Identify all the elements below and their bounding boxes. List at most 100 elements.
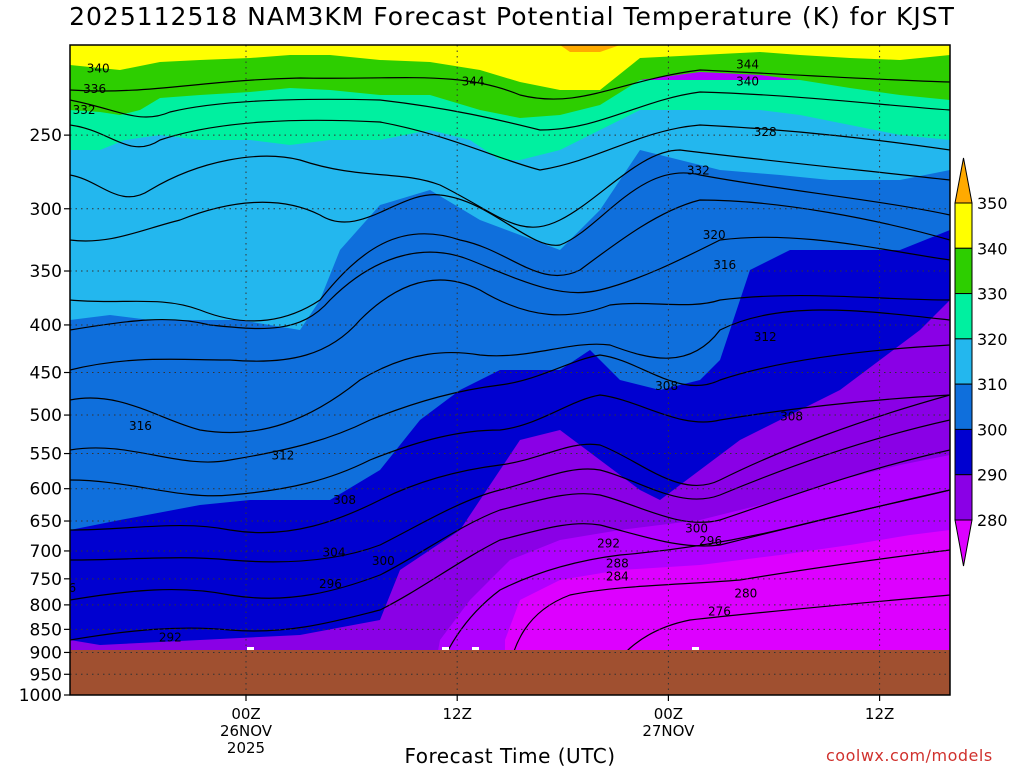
terrain-marker	[247, 647, 254, 650]
contour-label: 332	[687, 164, 710, 178]
contour-label: 308	[655, 379, 678, 393]
contour-label: 308	[780, 410, 803, 424]
contour-label: 284	[606, 570, 629, 584]
band-350-360	[70, 45, 950, 90]
contour-label: 328	[0, 178, 2, 192]
contour-line	[70, 69, 950, 100]
y-tick-label: 250	[30, 126, 62, 146]
y-axis: 250 300 350 400 450 500 550 600 650 700 750 800 850 9…	[19, 126, 70, 706]
y-tick-label: 900	[30, 643, 62, 663]
contour-label: 328	[754, 125, 777, 139]
contour-line	[429, 489, 950, 695]
grid-lines	[70, 45, 950, 695]
plot-frame	[69, 44, 951, 696]
contour-label: 340	[736, 75, 759, 89]
contour-label: 308	[333, 493, 356, 507]
y-tick-label: 550	[30, 445, 62, 465]
contour-line	[70, 149, 950, 228]
y-tick-label: 700	[30, 542, 62, 562]
contour-line	[70, 449, 950, 601]
contour-line	[70, 489, 950, 641]
contour-line	[70, 394, 950, 497]
contour-label: 336	[83, 82, 106, 96]
colorbar-min-arrow	[954, 519, 973, 567]
colorbar-segment	[954, 383, 973, 430]
contour-label: 292	[597, 536, 620, 550]
contour-field: 340 336 332 328 344 344 340 328 332 320 316 312 308 3…	[0, 45, 950, 695]
colorbar: 280 290 300 310 320 330 340 350	[954, 157, 1008, 567]
colorbar-segment	[954, 247, 973, 295]
x-tick-label: 00Z	[231, 705, 260, 723]
contour-label: 296	[53, 581, 76, 595]
colorbar-tick-label: 330	[977, 285, 1008, 304]
colorbar-tick-label: 300	[977, 420, 1008, 439]
x-tick-label: 12Z	[865, 705, 894, 723]
y-tick-label: 850	[30, 620, 62, 640]
contour-lines	[70, 69, 950, 695]
colorbar-segment	[954, 202, 973, 249]
contour-label: 304	[323, 546, 346, 560]
y-tick-label: 450	[30, 364, 62, 384]
contour-line	[70, 279, 950, 371]
x-tick-label: 2025	[227, 739, 265, 757]
contour-label: 320	[703, 228, 726, 242]
x-tick-label: 00Z	[654, 705, 683, 723]
colorbar-tick-label: 310	[977, 375, 1008, 394]
contour-label: 288	[606, 556, 629, 570]
y-tick-label: 1000	[19, 686, 62, 706]
colorbar-tick-label: 280	[977, 511, 1008, 530]
contour-line	[70, 91, 950, 131]
colorbar-segment	[954, 293, 973, 340]
contour-label: 316	[713, 258, 736, 272]
terrain-marker	[692, 647, 699, 650]
contour-label: 312	[272, 449, 295, 463]
contour-line	[70, 309, 950, 434]
y-tick-label: 350	[30, 262, 62, 282]
contour-label: 312	[754, 330, 777, 344]
contour-label: 296	[699, 534, 722, 548]
band-warm-cap	[560, 45, 620, 52]
chart-title: 2025112518 NAM3KM Forecast Potential Tem…	[69, 2, 955, 31]
contour-line	[70, 199, 950, 322]
contour-line	[504, 549, 950, 695]
y-tick-label: 400	[30, 316, 62, 336]
colorbar-max-arrow	[954, 157, 973, 204]
x-tick-label: 27NOV	[642, 722, 695, 740]
contour-labels: 340 336 332 328 344 344 340 328 332 320 316 312 308 3…	[0, 58, 803, 645]
terrain-marker	[472, 647, 479, 650]
contour-line	[70, 172, 950, 246]
colorbar-segment	[954, 474, 973, 521]
contour-line	[70, 394, 950, 534]
terrain-fill	[70, 650, 950, 695]
contour-label: 296	[319, 577, 342, 591]
y-tick-label: 950	[30, 665, 62, 685]
x-tick-label: 26NOV	[220, 722, 273, 740]
contour-label: 344	[736, 58, 759, 72]
colorbar-segment	[954, 338, 973, 385]
credit-text: coolwx.com/models	[826, 746, 993, 765]
contour-label: 316	[129, 419, 152, 433]
contour-label: 292	[159, 630, 182, 644]
colorbar-tick-label: 290	[977, 466, 1008, 485]
x-axis: 00Z26NOV202512Z00Z27NOV12Z00Z28NOV	[220, 695, 894, 757]
contour-label: 300	[6, 545, 29, 559]
x-tick-label: 12Z	[443, 705, 472, 723]
colorbar-segment	[954, 428, 973, 476]
band-320-330	[70, 80, 950, 400]
contour-line	[70, 119, 950, 171]
y-tick-label: 500	[30, 406, 62, 426]
contour-line	[70, 419, 950, 563]
colorbar-tick-label: 340	[977, 239, 1008, 258]
contour-label: 340	[87, 62, 110, 76]
contour-label: 280	[734, 587, 757, 601]
colorbar-tick-label: 350	[977, 194, 1008, 213]
terrain-marker	[442, 647, 449, 650]
contour-label: 276	[708, 604, 731, 618]
contour-line	[70, 344, 950, 463]
contour-label: 344	[462, 75, 485, 89]
contour-label: 300	[685, 521, 708, 535]
y-tick-label: 650	[30, 512, 62, 532]
y-tick-label: 750	[30, 570, 62, 590]
y-tick-label: 800	[30, 596, 62, 616]
